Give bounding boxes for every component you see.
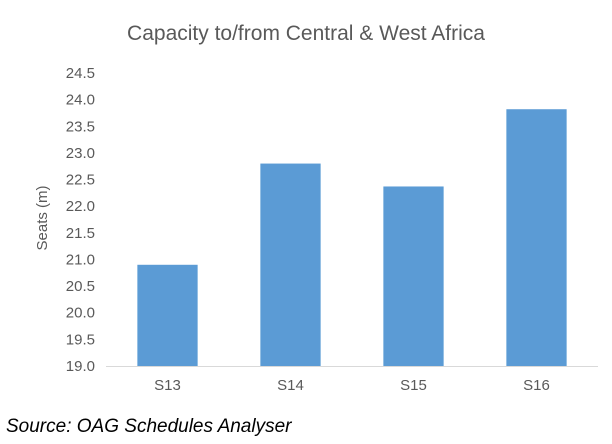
y-tick-label: 23.5 (66, 118, 95, 135)
y-tick-label: 19.5 (66, 331, 95, 348)
y-tick-label: 22.5 (66, 172, 95, 189)
x-tick-label: S14 (277, 377, 304, 394)
y-tick-label: 22.0 (66, 198, 95, 215)
bars (137, 109, 567, 366)
bar-s16 (506, 109, 567, 366)
chart-title: Capacity to/from Central & West Africa (127, 22, 485, 45)
y-tick-label: 20.0 (66, 305, 95, 322)
y-tick-label: 23.0 (66, 145, 95, 162)
y-tick-label: 24.0 (66, 92, 95, 109)
source-note: Source: OAG Schedules Analyser (6, 416, 292, 437)
y-axis-title: Seats (m) (34, 185, 51, 250)
y-tick-label: 19.0 (66, 358, 95, 375)
x-axis-ticks: S13 S14 S15 S16 (154, 377, 550, 394)
bar-s13 (137, 264, 198, 366)
y-tick-label: 24.5 (66, 65, 95, 82)
bar-s14 (260, 163, 321, 366)
y-axis-ticks: 19.0 19.5 20.0 20.5 21.0 21.5 22.0 22.5 23.0 23.5… (66, 65, 95, 375)
x-tick-label: S15 (400, 377, 427, 394)
y-tick-label: 21.5 (66, 225, 95, 242)
x-tick-label: S16 (523, 377, 550, 394)
y-tick-label: 20.5 (66, 278, 95, 295)
x-tick-label: S13 (154, 377, 181, 394)
bar-s15 (383, 186, 444, 366)
y-tick-label: 21.0 (66, 251, 95, 268)
